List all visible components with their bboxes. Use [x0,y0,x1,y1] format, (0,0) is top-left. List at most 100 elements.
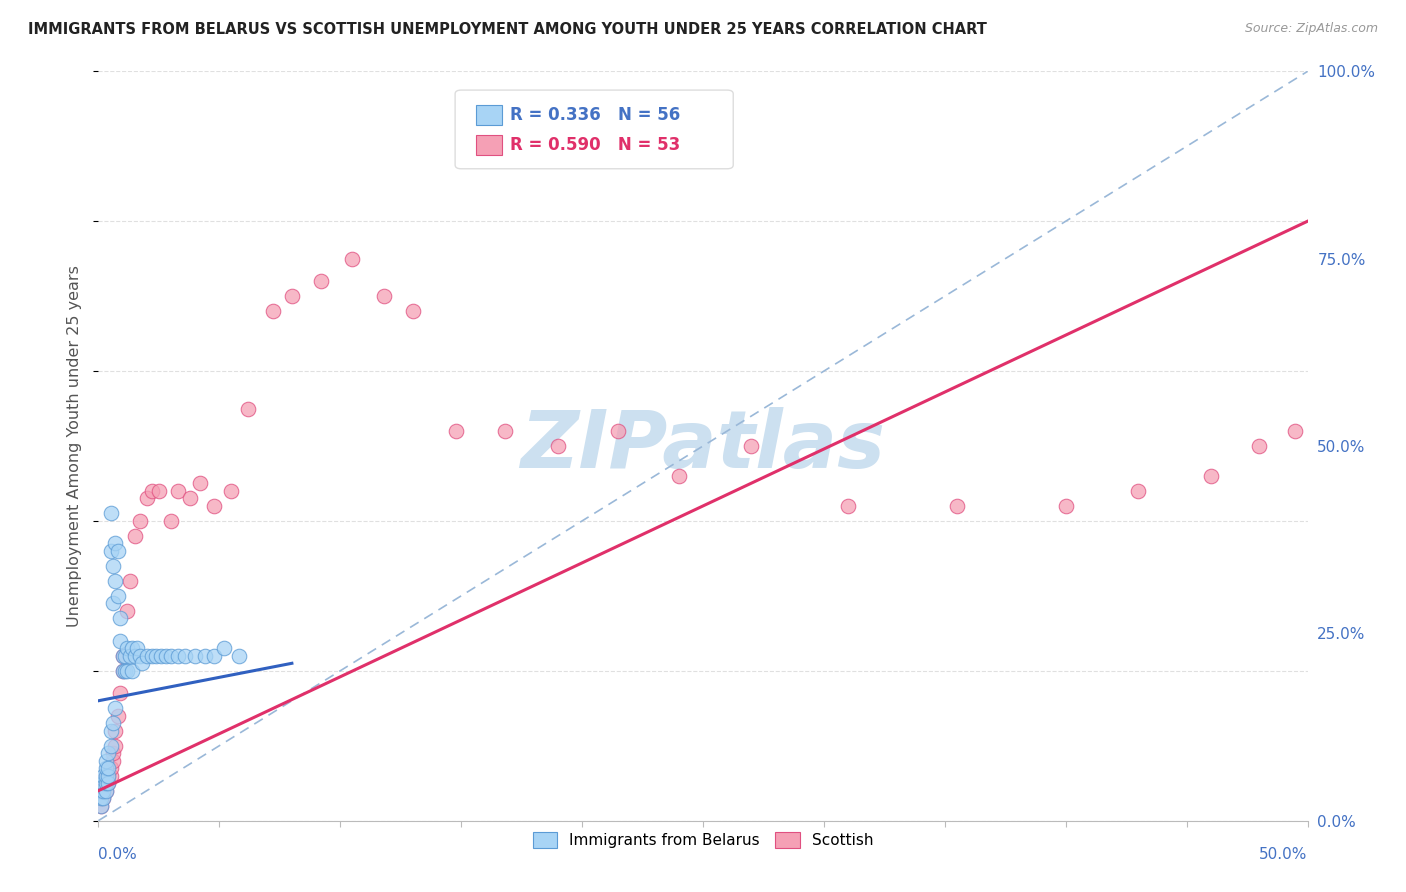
Point [167,648,190,663]
Point [100,507,122,521]
Point [90,783,112,797]
Point [108,686,131,700]
Point [91,769,114,783]
Point [1284,424,1306,438]
FancyBboxPatch shape [475,135,502,154]
Point [90,798,112,813]
Point [342,252,364,266]
Point [104,701,127,715]
FancyBboxPatch shape [475,105,502,125]
Point [121,664,143,678]
Point [90,791,112,805]
Point [160,514,183,528]
Legend: Immigrants from Belarus, Scottish: Immigrants from Belarus, Scottish [526,826,880,855]
Point [117,604,139,618]
Point [155,648,177,663]
Point [111,664,134,678]
Point [108,633,131,648]
Point [97,776,120,790]
Point [1128,483,1150,498]
Point [90,783,112,797]
Point [94,761,117,775]
Point [100,761,122,775]
Point [91,791,114,805]
Point [97,769,120,783]
Point [1199,469,1222,483]
Point [204,499,226,513]
Point [91,783,114,797]
Point [118,574,141,588]
Text: 50.0%: 50.0% [1260,847,1308,862]
Point [194,648,217,663]
Point [111,648,134,663]
Point [141,483,163,498]
Point [90,791,112,805]
Point [104,723,127,738]
Point [94,783,117,797]
Point [238,401,260,416]
Point [135,648,157,663]
Point [281,289,304,303]
Point [184,648,207,663]
Point [128,648,150,663]
Point [167,483,190,498]
Point [148,483,170,498]
Point [91,791,114,805]
Point [262,304,284,318]
Point [111,664,134,678]
Point [114,664,136,678]
Point [160,648,183,663]
Point [141,648,163,663]
Point [124,529,146,543]
Point [101,746,124,760]
Point [188,476,211,491]
Point [212,641,235,656]
Point [174,648,197,663]
Text: ZIPatlas: ZIPatlas [520,407,886,485]
Point [101,558,124,573]
Point [131,657,153,671]
Point [740,439,762,453]
Point [94,776,117,790]
Point [150,648,173,663]
Point [179,491,201,506]
Point [107,544,129,558]
Point [94,754,117,768]
Point [101,716,124,731]
Point [111,648,134,663]
Point [204,648,226,663]
Point [100,769,122,783]
Point [91,776,114,790]
Point [128,514,150,528]
Point [94,776,117,790]
Point [946,499,969,513]
Y-axis label: Unemployment Among Youth under 25 years: Unemployment Among Youth under 25 years [67,265,83,627]
Point [402,304,425,318]
Point [127,641,149,656]
Point [145,648,167,663]
Point [309,274,332,288]
Point [1249,439,1271,453]
Point [100,739,122,753]
Point [607,424,630,438]
Text: R = 0.590   N = 53: R = 0.590 N = 53 [509,136,679,153]
Point [94,783,117,797]
Point [124,648,146,663]
Point [97,761,120,775]
Text: R = 0.336   N = 56: R = 0.336 N = 56 [509,106,679,124]
Point [373,289,395,303]
Point [100,544,122,558]
Point [91,783,114,797]
Text: 0.0%: 0.0% [98,847,138,862]
Point [97,776,120,790]
Point [100,723,122,738]
Point [837,499,859,513]
Point [446,424,468,438]
Point [114,648,136,663]
Point [221,483,243,498]
Point [104,739,127,753]
Point [101,754,124,768]
Point [101,596,124,610]
Point [1054,499,1077,513]
Text: IMMIGRANTS FROM BELARUS VS SCOTTISH UNEMPLOYMENT AMONG YOUTH UNDER 25 YEARS CORR: IMMIGRANTS FROM BELARUS VS SCOTTISH UNEM… [28,22,987,37]
